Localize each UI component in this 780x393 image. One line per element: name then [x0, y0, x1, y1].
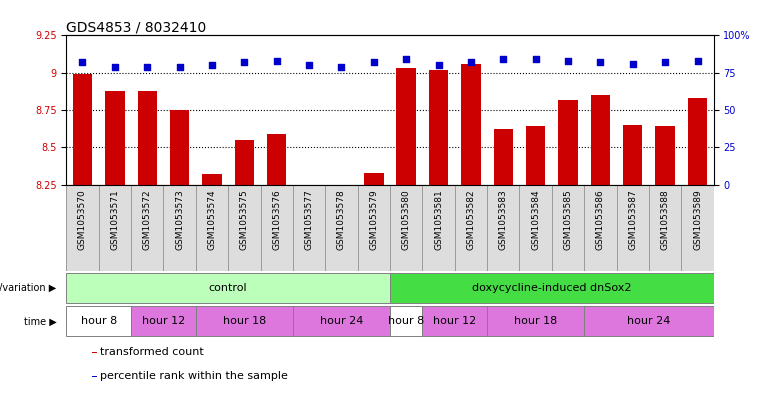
Text: GSM1053575: GSM1053575	[239, 189, 249, 250]
Point	[465, 59, 477, 65]
Point	[691, 58, 704, 64]
Bar	[494, 129, 513, 185]
Bar	[558, 99, 578, 185]
Bar	[396, 68, 416, 185]
Text: GSM1053574: GSM1053574	[207, 189, 217, 250]
Text: GSM1053589: GSM1053589	[693, 189, 702, 250]
Point	[303, 62, 315, 68]
Text: GSM1053586: GSM1053586	[596, 189, 605, 250]
Text: GSM1053576: GSM1053576	[272, 189, 282, 250]
Bar	[584, 306, 714, 336]
Point	[432, 62, 445, 68]
Point	[335, 64, 348, 70]
Point	[530, 56, 542, 62]
Bar	[423, 306, 487, 336]
Bar	[92, 352, 97, 353]
Text: doxycycline-induced dnSox2: doxycycline-induced dnSox2	[472, 283, 632, 293]
Text: GSM1053582: GSM1053582	[466, 189, 476, 250]
Bar	[293, 306, 390, 336]
Text: percentile rank within the sample: percentile rank within the sample	[100, 371, 288, 381]
Text: GSM1053579: GSM1053579	[369, 189, 378, 250]
Bar	[131, 306, 196, 336]
Text: GSM1053584: GSM1053584	[531, 189, 541, 250]
Bar	[487, 306, 584, 336]
Text: control: control	[209, 283, 247, 293]
Bar	[137, 91, 157, 185]
Text: hour 12: hour 12	[142, 316, 185, 326]
Text: hour 18: hour 18	[223, 316, 266, 326]
Bar	[364, 173, 384, 185]
Text: GSM1053570: GSM1053570	[78, 189, 87, 250]
Bar	[73, 74, 92, 185]
Bar	[66, 306, 131, 336]
Point	[76, 59, 89, 65]
Bar	[429, 70, 448, 185]
Bar	[235, 140, 254, 185]
Bar	[590, 95, 610, 185]
Point	[141, 64, 154, 70]
Text: hour 8: hour 8	[388, 316, 424, 326]
Text: hour 24: hour 24	[320, 316, 363, 326]
Text: GSM1053588: GSM1053588	[661, 189, 670, 250]
Point	[497, 56, 509, 62]
Bar	[655, 127, 675, 185]
Bar	[688, 98, 707, 185]
Text: GSM1053572: GSM1053572	[143, 189, 152, 250]
Point	[659, 59, 672, 65]
Point	[367, 59, 380, 65]
Text: GSM1053587: GSM1053587	[628, 189, 637, 250]
Bar	[390, 306, 423, 336]
Bar	[461, 64, 480, 185]
Text: hour 8: hour 8	[80, 316, 117, 326]
Bar	[170, 110, 190, 185]
Bar	[105, 91, 125, 185]
Text: GSM1053577: GSM1053577	[304, 189, 314, 250]
Text: GDS4853 / 8032410: GDS4853 / 8032410	[66, 20, 207, 34]
Text: transformed count: transformed count	[100, 347, 204, 357]
Bar	[202, 174, 222, 185]
Text: time ▶: time ▶	[24, 316, 57, 326]
Bar	[623, 125, 643, 185]
Text: GSM1053585: GSM1053585	[563, 189, 573, 250]
Text: GSM1053581: GSM1053581	[434, 189, 443, 250]
Bar	[526, 127, 545, 185]
Bar	[196, 306, 293, 336]
Point	[400, 56, 413, 62]
Text: hour 12: hour 12	[433, 316, 477, 326]
Bar	[66, 273, 390, 303]
Bar	[267, 134, 286, 185]
Point	[238, 59, 250, 65]
Text: GSM1053578: GSM1053578	[337, 189, 346, 250]
Point	[594, 59, 607, 65]
Text: GSM1053573: GSM1053573	[175, 189, 184, 250]
Bar	[390, 273, 714, 303]
Text: genotype/variation ▶: genotype/variation ▶	[0, 283, 57, 293]
Point	[562, 58, 574, 64]
Text: GSM1053583: GSM1053583	[498, 189, 508, 250]
Text: GSM1053571: GSM1053571	[110, 189, 119, 250]
Point	[626, 61, 639, 67]
Point	[108, 64, 121, 70]
Text: GSM1053580: GSM1053580	[402, 189, 411, 250]
Point	[206, 62, 218, 68]
Point	[173, 64, 186, 70]
Text: hour 24: hour 24	[627, 316, 671, 326]
Point	[271, 58, 283, 64]
Text: hour 18: hour 18	[514, 316, 557, 326]
